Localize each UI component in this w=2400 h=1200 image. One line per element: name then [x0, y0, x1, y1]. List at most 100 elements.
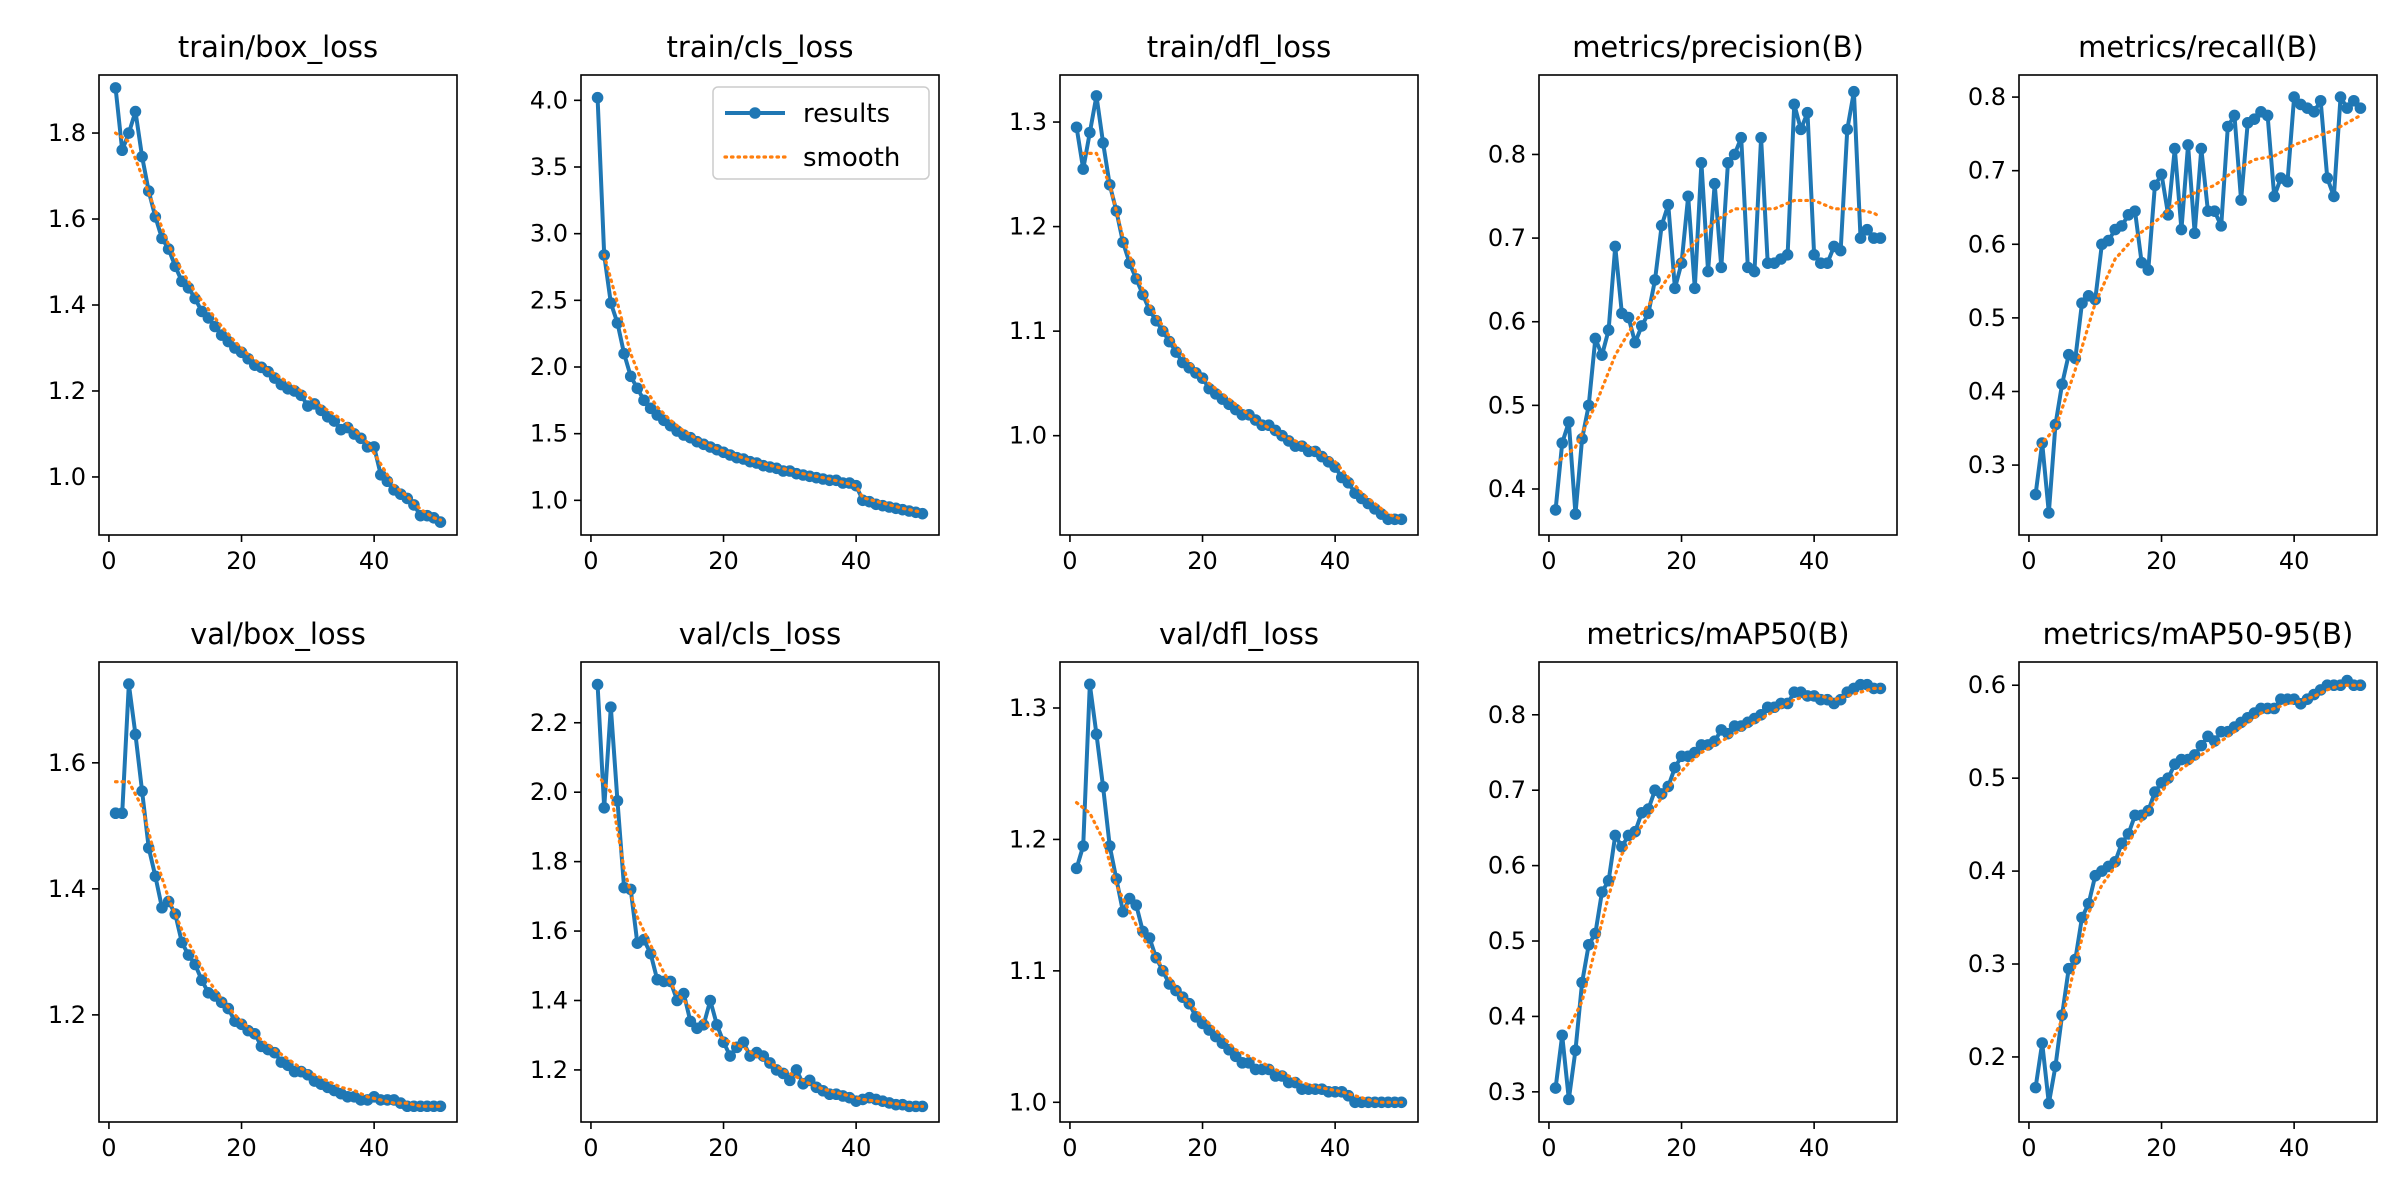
data-point — [2228, 109, 2241, 122]
y-tick-label: 0.3 — [1968, 451, 2006, 479]
data-point — [605, 701, 617, 713]
data-point — [631, 382, 644, 395]
subplot-title: val/dfl_loss — [1159, 617, 1319, 651]
subplot-6: val/box_loss 0 20 40 1.2 1.4 1.6 — [48, 617, 458, 1162]
data-point — [1728, 148, 1741, 161]
data-point — [2208, 205, 2221, 217]
data-point — [1329, 461, 1341, 473]
results-line — [1074, 682, 1402, 1105]
data-point — [1090, 90, 1103, 102]
results-line — [115, 682, 441, 1109]
data-point — [2029, 488, 2042, 501]
data-point — [611, 317, 624, 329]
y-tick-label: 0.6 — [1968, 230, 2006, 258]
data-point — [2222, 120, 2234, 133]
y-tick-label: 0.4 — [1968, 377, 2006, 405]
data-point — [1795, 123, 1807, 136]
data-point — [1137, 288, 1149, 301]
y-tick-label: 1.2 — [48, 1001, 86, 1029]
data-point — [1596, 886, 1608, 898]
data-point — [2076, 297, 2088, 309]
series-smooth — [113, 780, 443, 1108]
data-point — [182, 282, 195, 294]
x-tick-label: 40 — [2279, 1134, 2310, 1162]
smooth-line — [595, 773, 925, 1108]
data-point — [2102, 234, 2115, 247]
data-point — [1629, 336, 1641, 349]
data-point — [2188, 227, 2201, 240]
smooth-line — [2047, 683, 2363, 1050]
data-point — [1642, 307, 1655, 320]
data-point — [129, 728, 142, 741]
axes-frame — [580, 661, 940, 1123]
series-results — [591, 678, 929, 1113]
data-point — [1070, 862, 1083, 875]
data-point — [1854, 232, 1867, 244]
data-point — [1801, 106, 1814, 119]
data-point — [1655, 788, 1668, 800]
x-tick-label: 0 — [2021, 547, 2036, 575]
data-point — [1549, 504, 1562, 516]
axes-frame — [1538, 661, 1898, 1123]
data-point — [1669, 761, 1681, 774]
data-point — [1755, 131, 1767, 144]
x-tick-label: 40 — [841, 1134, 872, 1162]
smooth-line — [1081, 151, 1404, 521]
data-point — [1682, 190, 1694, 203]
data-point — [624, 370, 637, 383]
x-tick-label: 40 — [841, 547, 872, 575]
data-point — [1077, 163, 1090, 175]
data-point — [1569, 508, 1582, 520]
data-point — [1622, 311, 1635, 324]
data-point — [368, 441, 380, 453]
y-tick-label: 0.7 — [1488, 224, 1526, 252]
data-point — [2115, 837, 2128, 850]
y-tick-label: 0.4 — [1488, 1002, 1526, 1030]
data-point — [1084, 678, 1096, 691]
y-tick-label: 0.6 — [1488, 852, 1526, 880]
smooth-line — [1074, 801, 1404, 1104]
data-point — [2155, 168, 2168, 181]
x-tick-label: 20 — [1666, 1134, 1697, 1162]
y-tick-label: 1.6 — [48, 749, 86, 777]
data-point — [2049, 1060, 2062, 1073]
y-tick-label: 0.7 — [1488, 776, 1526, 804]
y-tick-label: 1.5 — [530, 420, 568, 448]
results-line — [595, 684, 923, 1109]
data-point — [1596, 349, 1608, 361]
data-point — [1781, 249, 1794, 261]
legend-label-smooth: smooth — [803, 143, 900, 173]
y-tick-label: 1.4 — [48, 291, 86, 319]
series-results — [109, 678, 447, 1113]
data-point — [1874, 232, 1887, 244]
subplot-title: metrics/precision(B) — [1572, 30, 1864, 64]
subplot-7: val/cls_loss 0 20 40 1.2 1.4 1.6 1.8 2.0 2.2 — [530, 617, 940, 1162]
y-tick-label: 4.0 — [530, 86, 568, 114]
data-point — [717, 1036, 730, 1048]
smooth-line — [113, 780, 443, 1108]
data-point — [434, 516, 447, 528]
x-tick-label: 40 — [2279, 547, 2310, 575]
data-point — [136, 150, 148, 163]
subplot-5: metrics/recall(B) 0 20 40 0.3 0.4 0.5 0.6 0.7 0.8 — [1968, 30, 2378, 575]
data-point — [149, 870, 162, 883]
data-point — [1395, 513, 1408, 526]
data-point — [1708, 177, 1721, 190]
data-point — [916, 507, 929, 520]
y-tick-label: 1.0 — [48, 463, 86, 491]
data-point — [1342, 476, 1355, 489]
subplot-8: val/dfl_loss 0 20 40 1.0 1.1 1.2 1.3 — [1009, 617, 1419, 1162]
series-smooth — [2047, 683, 2363, 1050]
x-tick-label: 0 — [1062, 1134, 1077, 1162]
x-tick-label: 0 — [583, 547, 598, 575]
results-line — [113, 87, 442, 524]
data-point — [591, 91, 604, 104]
y-tick-label: 1.4 — [530, 986, 568, 1014]
data-point — [2135, 256, 2148, 269]
data-point — [408, 499, 420, 511]
series-smooth — [113, 131, 443, 522]
data-point — [2235, 194, 2247, 206]
y-tick-label: 1.6 — [530, 917, 568, 945]
x-tick-label: 0 — [1541, 1134, 1556, 1162]
y-tick-label: 2.2 — [530, 709, 568, 737]
